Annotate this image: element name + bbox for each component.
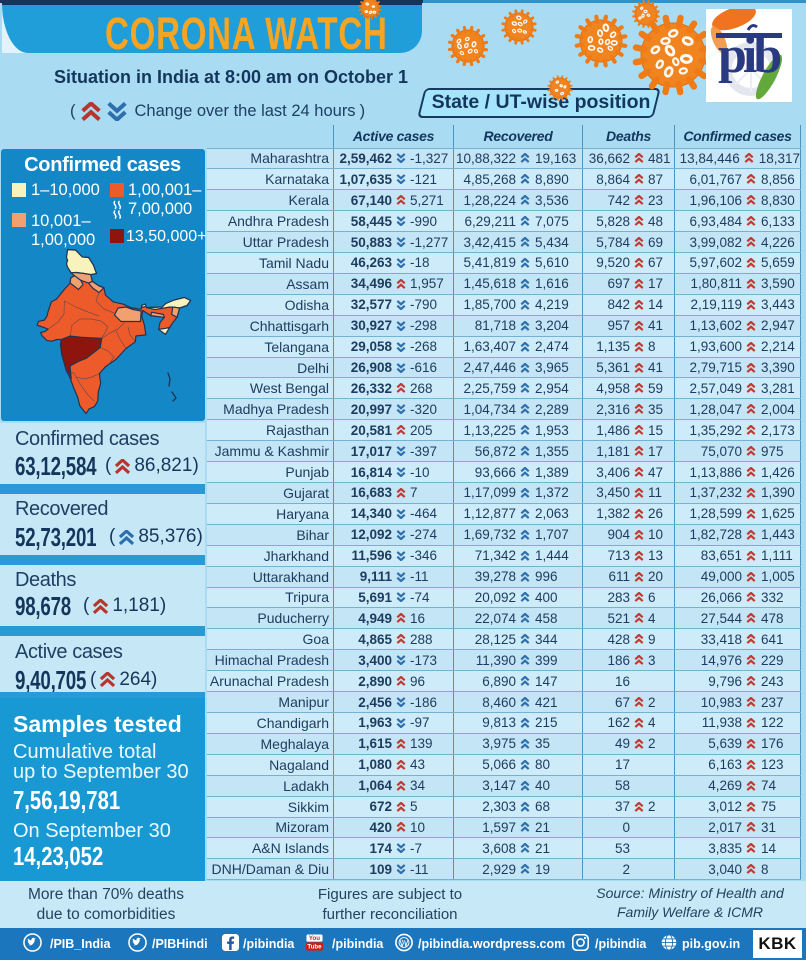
svg-text:pib: pib	[718, 27, 780, 84]
svg-text:Tube: Tube	[307, 944, 322, 951]
svg-text:You: You	[309, 935, 320, 942]
